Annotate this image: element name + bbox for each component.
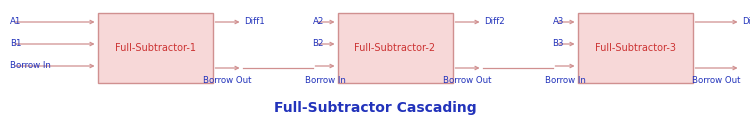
Text: Borrow In: Borrow In bbox=[10, 62, 51, 71]
Text: Full-Subtractor-1: Full-Subtractor-1 bbox=[115, 43, 196, 53]
Text: Borrow Out: Borrow Out bbox=[692, 76, 741, 85]
Text: Borrow Out: Borrow Out bbox=[203, 76, 252, 85]
Text: Full-Subtractor-2: Full-Subtractor-2 bbox=[355, 43, 436, 53]
Text: Diff2: Diff2 bbox=[484, 17, 506, 27]
Text: B2: B2 bbox=[313, 40, 324, 48]
Text: B1: B1 bbox=[10, 40, 22, 48]
Text: Borrow In: Borrow In bbox=[304, 76, 346, 85]
Text: Full-Subtractor Cascading: Full-Subtractor Cascading bbox=[274, 101, 476, 115]
Text: A2: A2 bbox=[313, 17, 324, 27]
Text: A1: A1 bbox=[10, 17, 21, 27]
Text: B3: B3 bbox=[553, 40, 564, 48]
Text: Borrow In: Borrow In bbox=[544, 76, 586, 85]
Text: Diff3: Diff3 bbox=[742, 17, 750, 27]
Bar bbox=[98, 13, 212, 83]
Text: Borrow Out: Borrow Out bbox=[443, 76, 492, 85]
Bar bbox=[578, 13, 692, 83]
Text: Diff1: Diff1 bbox=[244, 17, 266, 27]
Text: A3: A3 bbox=[553, 17, 564, 27]
Text: Full-Subtractor-3: Full-Subtractor-3 bbox=[595, 43, 676, 53]
Bar bbox=[338, 13, 452, 83]
